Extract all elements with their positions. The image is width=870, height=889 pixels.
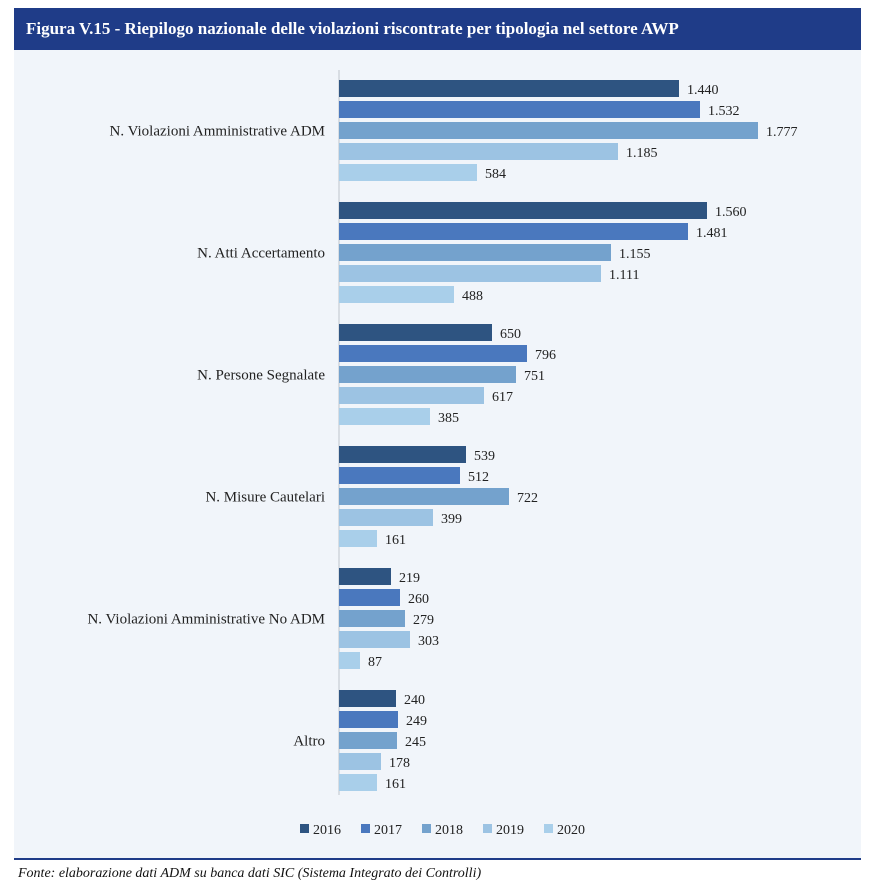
data-label: 512 <box>468 470 489 485</box>
data-label: 488 <box>462 289 483 304</box>
category-label: N. Violazioni Amministrative No ADM <box>87 612 325 628</box>
bar-2019 <box>339 387 484 404</box>
category-label: Altro <box>293 734 325 750</box>
legend-swatch-2018 <box>422 824 431 833</box>
data-label: 1.560 <box>715 205 747 220</box>
data-label: 1.777 <box>766 125 798 140</box>
data-label: 161 <box>385 533 406 548</box>
data-label: 796 <box>535 348 556 363</box>
legend-label: 2016 <box>313 823 341 838</box>
bottom-rule <box>14 858 861 860</box>
legend-swatch-2016 <box>300 824 309 833</box>
bar-2016 <box>339 690 396 707</box>
bar-2017 <box>339 589 400 606</box>
data-label: 161 <box>385 777 406 792</box>
bar-2018 <box>339 244 611 261</box>
bar-2019 <box>339 143 618 160</box>
figure-title: Figura V.15 - Riepilogo nazionale delle … <box>14 8 861 50</box>
bar-2017 <box>339 345 527 362</box>
data-label: 240 <box>404 693 425 708</box>
bar-2019 <box>339 631 410 648</box>
data-label: 399 <box>441 512 462 527</box>
bar-2017 <box>339 223 688 240</box>
bar-2020 <box>339 408 430 425</box>
data-label: 279 <box>413 613 434 628</box>
bar-2020 <box>339 652 360 669</box>
bar-2020 <box>339 530 377 547</box>
data-label: 260 <box>408 592 429 607</box>
legend-swatch-2017 <box>361 824 370 833</box>
legend-swatch-2019 <box>483 824 492 833</box>
bar-2016 <box>339 202 707 219</box>
data-label: 178 <box>389 756 410 771</box>
bar-2020 <box>339 164 477 181</box>
bar-2019 <box>339 753 381 770</box>
bar-2017 <box>339 711 398 728</box>
data-label: 1.440 <box>687 83 719 98</box>
legend-label: 2017 <box>374 823 402 838</box>
data-label: 650 <box>500 327 521 342</box>
bar-2019 <box>339 509 433 526</box>
data-label: 584 <box>485 167 506 182</box>
source-note: Fonte: elaborazione dati ADM su banca da… <box>18 866 482 881</box>
data-label: 219 <box>399 571 420 586</box>
data-label: 385 <box>438 411 459 426</box>
bar-2020 <box>339 286 454 303</box>
bar-2020 <box>339 774 377 791</box>
legend-swatch-2020 <box>544 824 553 833</box>
bar-2019 <box>339 265 601 282</box>
data-label: 1.185 <box>626 146 658 161</box>
legend-label: 2018 <box>435 823 463 838</box>
data-label: 722 <box>517 491 538 506</box>
legend-label: 2019 <box>496 823 524 838</box>
data-label: 245 <box>405 735 426 750</box>
bar-2016 <box>339 446 466 463</box>
legend-label: 2020 <box>557 823 585 838</box>
bar-2017 <box>339 101 700 118</box>
category-label: N. Persone Segnalate <box>197 368 325 384</box>
bar-2016 <box>339 324 492 341</box>
data-label: 249 <box>406 714 427 729</box>
data-label: 617 <box>492 390 513 405</box>
bar-2016 <box>339 80 679 97</box>
data-label: 751 <box>524 369 545 384</box>
bar-2017 <box>339 467 460 484</box>
data-label: 1.481 <box>696 226 728 241</box>
bar-2018 <box>339 366 516 383</box>
data-label: 539 <box>474 449 495 464</box>
category-label: N. Misure Cautelari <box>205 490 325 506</box>
bar-2018 <box>339 488 509 505</box>
data-label: 1.111 <box>609 268 639 283</box>
bar-2016 <box>339 568 391 585</box>
bar-2018 <box>339 732 397 749</box>
category-label: N. Atti Accertamento <box>197 246 325 262</box>
data-label: 1.532 <box>708 104 740 119</box>
data-label: 87 <box>368 655 382 670</box>
bar-2018 <box>339 122 758 139</box>
data-label: 303 <box>418 634 439 649</box>
bar-2018 <box>339 610 405 627</box>
category-label: N. Violazioni Amministrative ADM <box>110 124 325 140</box>
data-label: 1.155 <box>619 247 651 262</box>
